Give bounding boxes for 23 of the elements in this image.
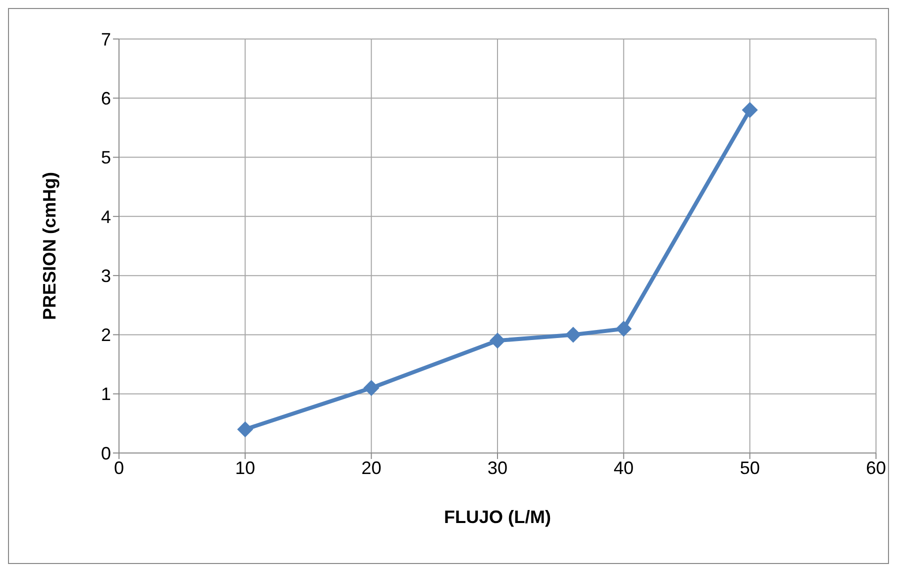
x-tick-label: 30 — [487, 458, 508, 478]
y-tick-label: 2 — [100, 325, 111, 346]
x-tick-label: 60 — [866, 458, 886, 478]
x-axis-title: FLUJO (L/M) — [444, 507, 551, 527]
y-tick-label: 5 — [100, 148, 111, 168]
y-tick-label: 4 — [100, 206, 111, 227]
x-tick-label: 40 — [614, 458, 634, 478]
x-tick-label: 20 — [361, 458, 382, 478]
y-tick-label: 3 — [100, 266, 111, 286]
point — [237, 421, 254, 438]
point — [742, 102, 758, 118]
point — [616, 320, 632, 337]
point — [490, 332, 506, 349]
x-tick-label: 10 — [235, 458, 256, 478]
y-axis-title: PRESION (cmHg) — [39, 172, 60, 320]
point — [565, 326, 582, 343]
x-tick-label: 0 — [114, 458, 124, 478]
y-tick-label: 1 — [100, 384, 111, 404]
y-tick-label: 7 — [100, 29, 111, 50]
point — [363, 380, 380, 396]
y-tick-label: 0 — [100, 443, 111, 464]
x-tick-label: 50 — [740, 458, 760, 478]
y-tick-label: 6 — [100, 88, 111, 109]
